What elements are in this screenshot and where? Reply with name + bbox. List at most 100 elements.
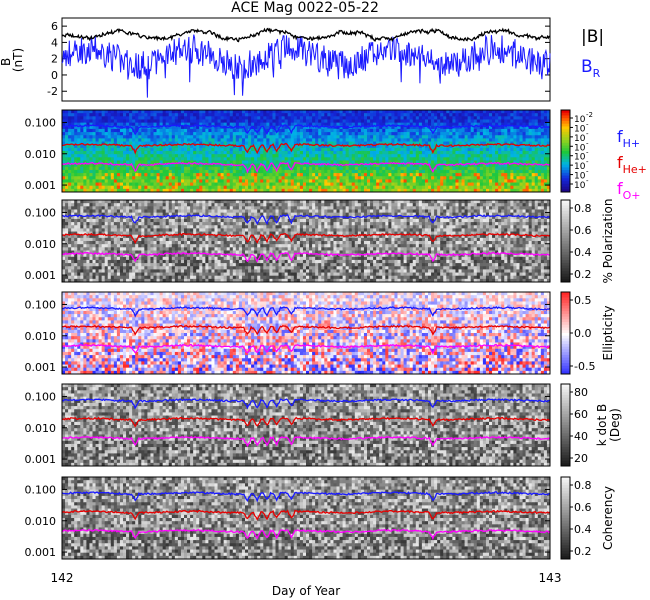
heatmap-cell [108, 200, 111, 204]
heatmap-cell [349, 151, 352, 155]
heatmap-cell [260, 154, 263, 158]
heatmap-cell [163, 154, 166, 158]
heatmap-cell [254, 135, 257, 139]
heatmap-cell [123, 132, 126, 136]
heatmap-cell [486, 154, 489, 158]
heatmap-cell [410, 129, 413, 133]
heatmap-cell [120, 110, 123, 114]
heatmap-cell [181, 148, 184, 152]
heatmap-cell [303, 119, 306, 123]
heatmap-cell [306, 132, 309, 136]
heatmap-cell [190, 132, 193, 136]
heatmap-cell [373, 135, 376, 139]
heatmap-cell [102, 173, 105, 177]
heatmap-cell [315, 132, 318, 136]
heatmap-cell [483, 179, 486, 183]
heatmap-cell [138, 170, 141, 174]
heatmap-cell [123, 148, 126, 152]
heatmap-cell [150, 186, 153, 190]
heatmap-cell [132, 203, 135, 207]
heatmap-cell [160, 167, 163, 171]
heatmap-cell [516, 173, 519, 177]
heatmap-cell [80, 113, 83, 117]
heatmap-cell [65, 228, 68, 232]
heatmap-cell [77, 151, 80, 155]
heatmap-cell [175, 138, 178, 142]
heatmap-cell [83, 110, 86, 114]
heatmap-cell [224, 113, 227, 117]
heatmap-cell [196, 157, 199, 161]
heatmap-cell [391, 116, 394, 120]
heatmap-cell [352, 157, 355, 161]
heatmap-cell [89, 151, 92, 155]
heatmap-cell [71, 244, 74, 248]
heatmap-cell [361, 151, 364, 155]
heatmap-cell [96, 110, 99, 114]
heatmap-cell [154, 151, 157, 155]
heatmap-cell [65, 138, 68, 142]
heatmap-cell [291, 138, 294, 142]
heatmap-cell [282, 119, 285, 123]
heatmap-cell [449, 148, 452, 152]
heatmap-cell [132, 200, 135, 204]
heatmap-cell [327, 176, 330, 180]
heatmap-cell [489, 135, 492, 139]
heatmap-cell [248, 183, 251, 187]
heatmap-cell [510, 119, 513, 123]
heatmap-cell [120, 219, 123, 223]
mag-ytick-label: 6 [51, 20, 58, 33]
heatmap-cell [263, 183, 266, 187]
heatmap-cell [236, 135, 239, 139]
heatmap-cell [147, 173, 150, 177]
heatmap-cell [520, 119, 523, 123]
heatmap-cell [83, 157, 86, 161]
heatmap-cell [251, 173, 254, 177]
heatmap-cell [196, 138, 199, 142]
heatmap-cell [93, 244, 96, 248]
heatmap-cell [208, 135, 211, 139]
heatmap-cell [285, 119, 288, 123]
heatmap-cell [102, 247, 105, 251]
heatmap-cell [309, 176, 312, 180]
heatmap-cell [74, 244, 77, 248]
heatmap-cell [544, 176, 547, 180]
heatmap-cell [83, 138, 86, 142]
heatmap-cell [315, 138, 318, 142]
heatmap-cell [449, 135, 452, 139]
heatmap-cell [129, 151, 132, 155]
heatmap-cell [510, 170, 513, 174]
heatmap-cell [477, 116, 480, 120]
heatmap-cell [193, 148, 196, 152]
heatmap-cell [157, 132, 160, 136]
heatmap-cell [324, 123, 327, 127]
heatmap-cell [129, 116, 132, 120]
heatmap-cell [532, 132, 535, 136]
heatmap-cell [99, 129, 102, 133]
heatmap-cell [443, 113, 446, 117]
heatmap-cell [465, 116, 468, 120]
heatmap-cell [93, 110, 96, 114]
heatmap-cell [523, 154, 526, 158]
heatmap-cell [507, 132, 510, 136]
heatmap-cell [407, 113, 410, 117]
heatmap-cell [391, 167, 394, 171]
heatmap-cell [62, 260, 65, 264]
heatmap-cell [126, 135, 129, 139]
heatmap-cell [166, 129, 169, 133]
heatmap-cell [266, 119, 269, 123]
heatmap-cell [236, 186, 239, 190]
heatmap-cell [520, 173, 523, 177]
heatmap-cell [111, 173, 114, 177]
heatmap-cell [120, 179, 123, 183]
heatmap-cell [425, 170, 428, 174]
heatmap-cell [224, 176, 227, 180]
heatmap-cell [410, 113, 413, 117]
heatmap-cell [172, 113, 175, 117]
heatmap-cell [117, 225, 120, 229]
heatmap-cell [431, 138, 434, 142]
heatmap-cell [138, 241, 141, 245]
heatmap-cell [132, 116, 135, 120]
heatmap-cell [117, 170, 120, 174]
heatmap-cell [410, 173, 413, 177]
heatmap-cell [147, 179, 150, 183]
